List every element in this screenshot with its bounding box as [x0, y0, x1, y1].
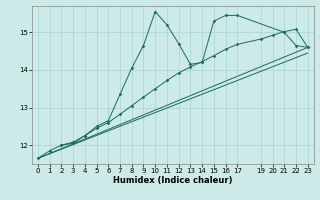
- X-axis label: Humidex (Indice chaleur): Humidex (Indice chaleur): [113, 176, 233, 185]
